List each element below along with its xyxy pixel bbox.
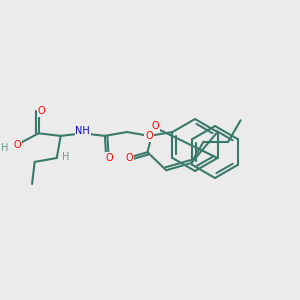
Text: O: O [152, 121, 160, 131]
Text: O: O [145, 131, 153, 141]
Text: O: O [125, 153, 133, 163]
Text: NH: NH [75, 126, 90, 136]
Text: O: O [38, 106, 45, 116]
Text: O: O [105, 153, 113, 163]
Text: O: O [13, 140, 21, 150]
Text: H: H [1, 142, 8, 153]
Text: H: H [61, 152, 69, 162]
